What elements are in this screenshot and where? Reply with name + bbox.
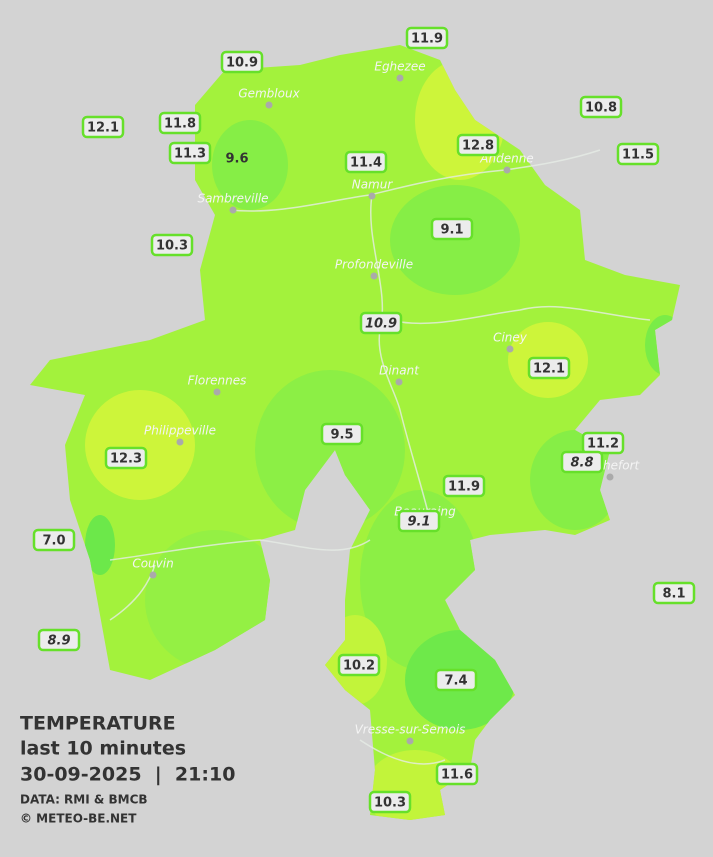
station-value: 11.6 (441, 768, 473, 783)
station-box (32, 528, 76, 552)
station-value: 10.3 (156, 239, 188, 254)
city-dot (395, 378, 403, 386)
city-label: Philippeville (144, 424, 216, 438)
station-box (579, 95, 623, 119)
station-value: 10.9 (226, 56, 258, 71)
city-dot (396, 74, 404, 82)
station-box (616, 142, 660, 166)
station-box (104, 446, 148, 470)
station-value: 8.8 (570, 456, 593, 471)
legend-title: TEMPERATURE (20, 713, 176, 735)
city-dot (368, 192, 376, 200)
city-dot (176, 438, 184, 446)
station-value: 10.2 (343, 659, 375, 674)
city-label: Gembloux (238, 87, 300, 101)
station-box (560, 450, 604, 474)
cities: GemblouxEghezeeAndenneNamurSambrevillePr… (132, 60, 641, 745)
station-box (435, 762, 479, 786)
city-dot (606, 473, 614, 481)
city-label: Vresse-sur-Semois (355, 723, 466, 737)
station-value: 9.1 (407, 515, 430, 530)
station-value: 12.8 (462, 139, 494, 154)
city-dot (229, 206, 237, 214)
station-value: 9.1 (440, 223, 463, 238)
station-box (430, 217, 474, 241)
city-label: Namur (352, 178, 394, 192)
station-box (434, 668, 478, 692)
station-box (527, 356, 571, 380)
legend-copyright: © METEO-BE.NET (20, 812, 137, 826)
station-value: 11.4 (350, 156, 382, 171)
station-box (456, 133, 500, 157)
station-box (344, 150, 388, 174)
station-value: 11.9 (448, 480, 480, 495)
station-value: 7.0 (42, 534, 65, 549)
legend-source: DATA: RMI & BMCB (20, 793, 148, 807)
city-label: Couvin (132, 557, 173, 571)
station-value: 11.8 (164, 117, 196, 132)
city-label: Dinant (379, 364, 420, 378)
city-dot (265, 101, 273, 109)
station-box (442, 474, 486, 498)
station-box (220, 50, 264, 74)
station-value: 8.9 (47, 634, 70, 649)
legend-subtitle: last 10 minutes (20, 738, 186, 760)
station-box (397, 509, 441, 533)
station-box (158, 111, 202, 135)
station-box (81, 115, 125, 139)
station-value: 12.3 (110, 452, 142, 467)
station-box (405, 26, 449, 50)
city-dot (213, 388, 221, 396)
city-dot (149, 571, 157, 579)
city-label: Ciney (493, 331, 528, 345)
legend-datetime: 30-09-2025 | 21:10 (20, 764, 235, 786)
city-label: Eghezee (374, 60, 425, 74)
station-box (37, 628, 81, 652)
station-value: 8.1 (662, 587, 685, 602)
legend: TEMPERATURE last 10 minutes 30-09-2025 |… (20, 713, 235, 826)
rivers (109, 149, 651, 765)
station-box (581, 431, 625, 455)
station-box (168, 141, 212, 165)
city-dot (503, 166, 511, 174)
station-value: 11.5 (622, 148, 654, 163)
station-value: 11.9 (411, 32, 443, 47)
city-dot (506, 345, 514, 353)
station-value: 11.3 (174, 147, 206, 162)
station-box (652, 581, 696, 605)
city-label: Florennes (188, 374, 247, 388)
station-value: 12.1 (87, 121, 119, 136)
city-dot (370, 272, 378, 280)
station-value: 10.9 (365, 317, 397, 332)
station-value: 11.2 (587, 437, 619, 452)
city-label: Sambreville (197, 192, 268, 206)
station-box (337, 653, 381, 677)
station-box (359, 311, 403, 335)
city-label: Profondeville (335, 258, 413, 272)
station-value: 7.4 (444, 674, 467, 689)
station-value: 10.8 (585, 101, 617, 116)
station-value: 9.6 (225, 152, 248, 167)
station-box (150, 233, 194, 257)
station-box (320, 422, 364, 446)
stations: 10.9 11.9 12.1 11.8 11.3 9.6 11.4 12.8 10.8 11.5 1… (32, 26, 696, 814)
station-box (368, 790, 412, 814)
city-dot (406, 737, 414, 745)
station-value: 9.5 (330, 428, 353, 443)
station-value: 12.1 (533, 362, 565, 377)
station-value: 10.3 (374, 796, 406, 811)
